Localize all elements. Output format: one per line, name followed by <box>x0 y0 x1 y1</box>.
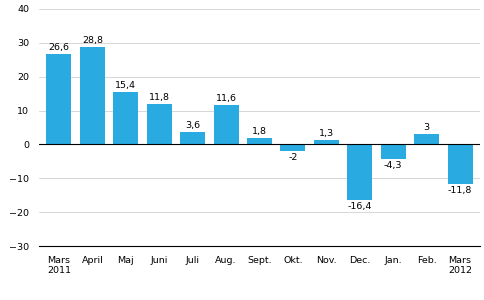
Text: 28,8: 28,8 <box>82 36 103 45</box>
Text: 3,6: 3,6 <box>185 121 200 130</box>
Text: -4,3: -4,3 <box>383 161 402 170</box>
Bar <box>447 144 471 184</box>
Text: 1,3: 1,3 <box>318 129 333 138</box>
Text: 15,4: 15,4 <box>115 81 136 90</box>
Text: 11,6: 11,6 <box>215 94 236 103</box>
Text: -2: -2 <box>287 153 297 162</box>
Bar <box>313 140 338 144</box>
Bar <box>413 134 439 144</box>
Bar <box>79 47 105 144</box>
Text: 26,6: 26,6 <box>48 43 69 52</box>
Bar <box>380 144 405 159</box>
Bar <box>213 105 238 144</box>
Text: -16,4: -16,4 <box>347 202 371 211</box>
Bar <box>113 92 138 144</box>
Text: 11,8: 11,8 <box>149 93 169 102</box>
Text: 3: 3 <box>423 123 429 132</box>
Text: 1,8: 1,8 <box>252 127 266 136</box>
Bar <box>280 144 305 151</box>
Bar <box>146 104 171 144</box>
Bar <box>347 144 372 200</box>
Text: -11,8: -11,8 <box>447 186 471 195</box>
Bar <box>46 54 71 144</box>
Bar <box>180 132 205 144</box>
Bar <box>246 138 272 144</box>
